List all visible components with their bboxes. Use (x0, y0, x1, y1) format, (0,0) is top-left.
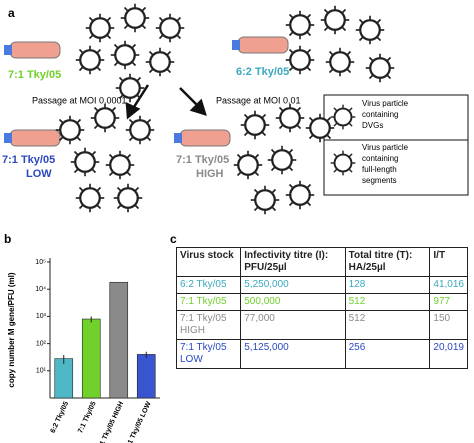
virus-icon (70, 147, 100, 177)
y-tick-label: 10² (36, 340, 47, 347)
arrow-label: Passage at MOI 0.0001 (32, 95, 127, 105)
table-row: 6:2 Tky/05 5,250,000 128 41,016 (175, 276, 468, 294)
table-cell: 5,250,000 (240, 276, 346, 294)
virus-icon (285, 45, 315, 75)
virus-icon (267, 145, 297, 175)
y-axis-label: copy number M gene/PFU (ml) (7, 272, 16, 387)
virus-icon (85, 13, 115, 43)
header-cell: Infectivity titre (I): PFU/25µl (240, 247, 346, 277)
virus-icon (355, 15, 385, 45)
table-cell: 512 (344, 310, 431, 340)
virus-icon (125, 115, 155, 145)
virus-icon (233, 150, 263, 180)
table-cell: 7:1 Tky/05 HIGH (175, 310, 242, 340)
virus-icon (285, 180, 315, 210)
bar (136, 354, 156, 399)
x-tick-label: 7:1 Tky/05 (77, 401, 98, 435)
virus-icon (365, 53, 395, 83)
virus-icon (320, 5, 350, 35)
table-row: 7:1 Tky/05 500,000 512 977 (175, 293, 468, 311)
table-cell: 41,016 (429, 276, 468, 294)
bar (54, 358, 74, 399)
table-cell: 5,125,000 (240, 339, 346, 369)
y-tick-label: 10³ (36, 313, 47, 320)
virus-icon (275, 103, 305, 133)
virus-icon (250, 185, 280, 215)
table-cell: 150 (429, 310, 468, 340)
table-row: 7:1 Tky/05 LOW 5,125,000 256 20,019 (175, 339, 468, 369)
table-cell: 7:1 Tky/05 LOW (175, 339, 242, 369)
label: HIGH (196, 168, 224, 180)
label: 6:2 Tky/05 (236, 66, 289, 78)
legend-text: DVGs (362, 121, 383, 130)
legend-text: full-length (362, 165, 397, 174)
table-cell: 256 (344, 339, 431, 369)
table-cell: 512 (344, 293, 431, 311)
bar (109, 281, 129, 399)
header-cell: Total titre (T): HA/25µl (344, 247, 431, 277)
bar-chart: b copy number M gene/PFU (ml) 10¹ 10² 10³ 10⁴… (4, 232, 160, 443)
virus-icon (120, 3, 150, 33)
table-cell: 20,019 (429, 339, 468, 369)
virus-icon (145, 47, 175, 77)
bar (81, 318, 101, 399)
virus-icon (90, 103, 120, 133)
flask (232, 36, 289, 54)
table-row: 7:1 Tky/05 HIGH 77,000 512 150 (175, 310, 468, 340)
virus-icon (75, 183, 105, 213)
legend-text: containing (362, 154, 398, 163)
y-tick-label: 10¹ (36, 368, 47, 375)
legend-text: Virus particle (362, 143, 409, 152)
virus-icon (55, 115, 85, 145)
header-cell: I/T (429, 247, 468, 277)
panel-label: a (8, 6, 15, 20)
panel-label: b (4, 232, 11, 246)
legend-icon (330, 104, 356, 130)
arrow-label: Passage at MOI 0.01 (216, 95, 301, 105)
virus-icon (113, 183, 143, 213)
label: 7:1 Tky/05 (2, 154, 55, 166)
label: LOW (26, 168, 52, 180)
virus-icon (110, 40, 140, 70)
legend-icon (330, 150, 356, 176)
table-cell: 77,000 (240, 310, 346, 340)
virus-icon (285, 10, 315, 40)
virus-icon (105, 150, 135, 180)
virus-icon (75, 45, 105, 75)
flask (4, 41, 61, 59)
table-cell: 6:2 Tky/05 (175, 276, 242, 294)
label: 7:1 Tky/05 (8, 69, 61, 81)
legend-text: Virus particle (362, 99, 409, 108)
label: 7:1 Tky/05 (176, 154, 229, 166)
virus-icon (325, 47, 355, 77)
table-cell: 500,000 (240, 293, 346, 311)
virus-icon (305, 113, 335, 143)
virus-icon (115, 73, 145, 103)
y-tick-label: 10⁵ (35, 259, 46, 266)
table-cell: 128 (344, 276, 431, 294)
flask (4, 129, 61, 147)
panel-label: c (170, 232, 177, 246)
x-tick-label: 7:1 Tky/05 LOW (124, 400, 153, 443)
legend-text: segments (362, 176, 397, 185)
table-cell: 977 (429, 293, 468, 311)
legend-text: containing (362, 110, 398, 119)
header-row: Virus stock Infectivity titre (I): PFU/25… (175, 247, 468, 277)
header-cell: Virus stock (175, 247, 242, 277)
arrow (179, 87, 207, 116)
x-tick-label: 6:2 Tky/05 (50, 401, 71, 435)
virus-icon (155, 13, 185, 43)
flask (174, 129, 231, 147)
x-tick-label: 7:1 Tky/05 HIGH (96, 401, 125, 443)
y-tick-label: 10⁴ (35, 286, 46, 293)
titre-table: Virus stock Infectivity titre (I): PFU/25… (175, 247, 468, 369)
table-cell: 7:1 Tky/05 (175, 293, 242, 311)
virus-icon (240, 110, 270, 140)
diagram: a 7:1 Tky/05 6:2 Tky/05 Passage at MOI 0… (2, 3, 469, 215)
